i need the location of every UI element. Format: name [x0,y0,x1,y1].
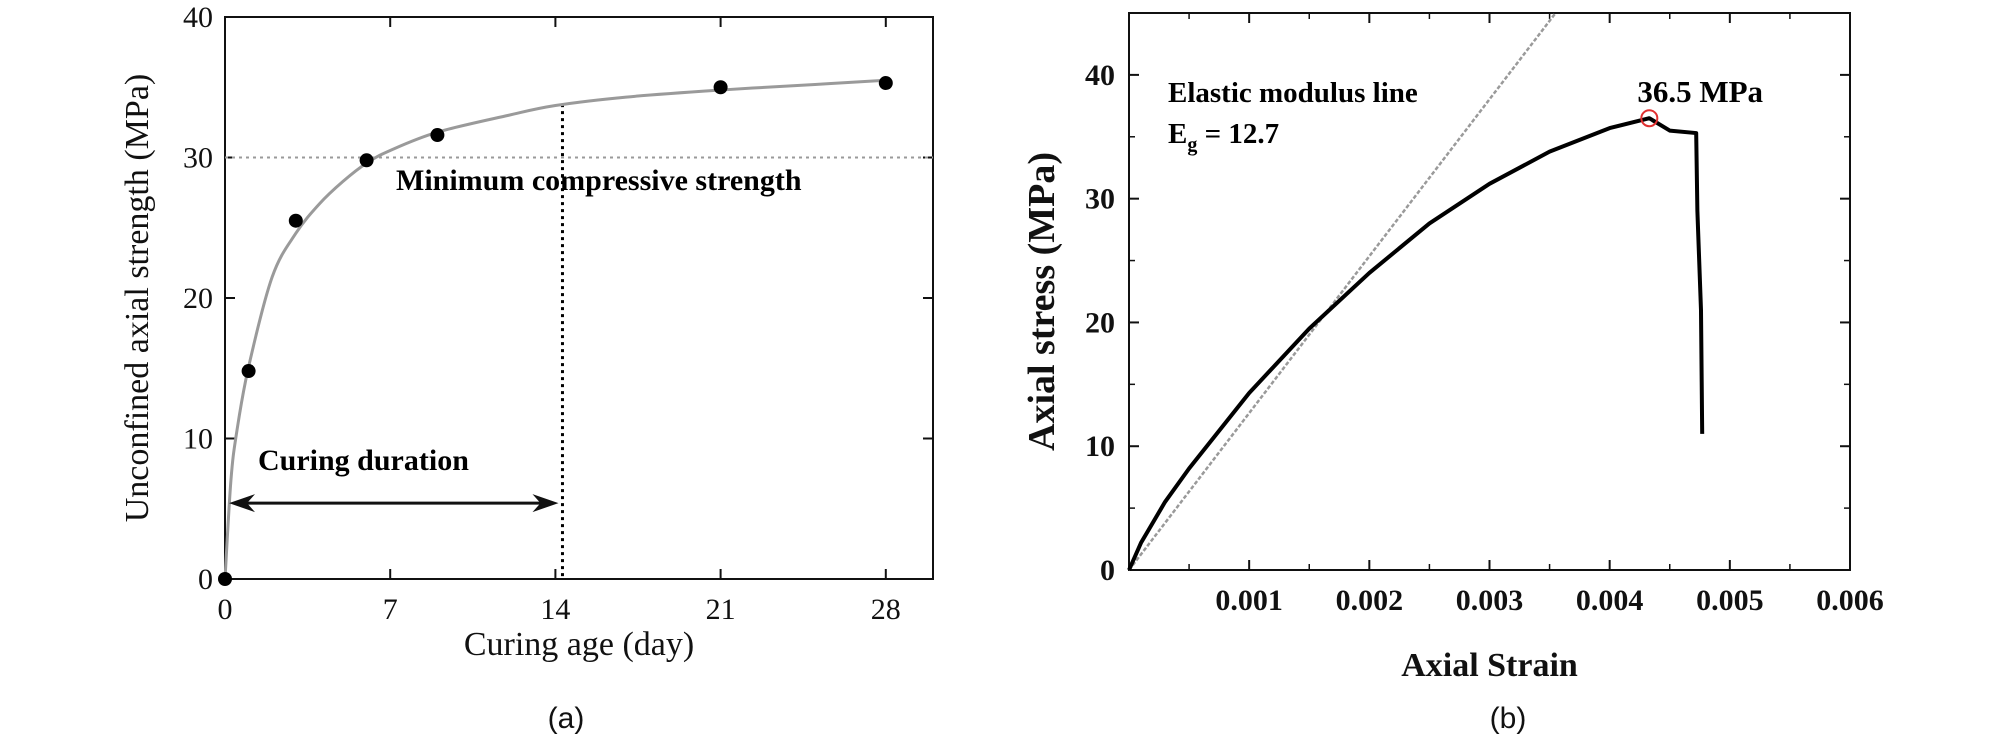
y-tick-label-b: 0 [1100,554,1115,587]
min-strength-label: Minimum compressive strength [396,164,802,197]
y-tick-label-a: 10 [183,423,213,456]
x-tick-label-b: 0.004 [1576,584,1644,617]
x-tick-label-b: 0.003 [1456,584,1524,617]
data-point-a [241,364,256,379]
y-axis-title-a: Unconfined axial strength (MPa) [119,74,156,523]
data-point-a [713,80,728,95]
modulus-symbol: E [1168,118,1187,150]
y-tick-label-a: 30 [183,142,213,175]
peak-marker [1640,109,1659,128]
y-tick-label-a: 40 [183,1,213,34]
x-tick-label-b: 0.002 [1336,584,1404,617]
curing-duration-arrow [229,494,559,513]
x-tick-label-a: 21 [706,593,736,626]
modulus-value: = 12.7 [1197,118,1279,150]
data-point-a [359,153,374,168]
elastic-modulus-label: Elastic modulus line [1168,77,1418,109]
x-tick-label-b: 0.005 [1696,584,1764,617]
data-points-a [218,76,893,586]
y-tick-label-a: 0 [198,563,213,596]
panel-label-b: (b) [1490,702,1527,735]
data-point-a [878,76,893,91]
x-tick-label-b: 0.001 [1215,584,1283,617]
x-axis-title-a: Curing age (day) [464,626,694,663]
data-point-a [288,213,303,228]
arrow-head-right [532,494,559,513]
x-tick-label-a: 0 [218,593,233,626]
tick-labels-b: 0.001 0.002 0.003 0.004 0.005 0.006 0 10 20 30 40 [1085,59,1884,617]
data-point-a [430,128,445,143]
peak-label: 36.5 MPa [1637,74,1763,109]
panel-label-a: (a) [548,702,585,735]
y-axis-title-b: Axial stress (MPa) [1021,152,1063,451]
panel-b: 0.001 0.002 0.003 0.004 0.005 0.006010203040 … [1021,12,1884,735]
x-tick-label-b: 0.006 [1816,584,1884,617]
x-tick-label-a: 28 [871,593,901,626]
panel-a: 0 7 14 21 28 0 10 20 30 40 Minimum compressive st… [119,1,934,735]
x-axis-title-b: Axial Strain [1401,647,1578,684]
x-tick-label-a: 14 [540,593,570,626]
y-tick-label-b: 30 [1085,183,1115,216]
stress-strain-curve [1127,116,1705,571]
modulus-subscript: g [1187,134,1197,156]
ticks-b [1129,13,1851,571]
y-tick-label-a: 20 [183,282,213,315]
arrow-head-left [229,494,255,513]
modulus-value-label: Eg = 12.7 [1168,118,1279,156]
y-tick-label-b: 10 [1085,430,1115,463]
data-point-a [218,572,232,586]
y-tick-label-b: 20 [1085,306,1115,339]
elastic-modulus-line [1128,12,1557,571]
y-tick-label-b: 40 [1085,59,1115,92]
curing-duration-label: Curing duration [258,444,469,477]
x-tick-label-a: 7 [383,593,398,626]
tick-labels-a: 0 7 14 21 28 0 10 20 30 40 [183,1,901,626]
